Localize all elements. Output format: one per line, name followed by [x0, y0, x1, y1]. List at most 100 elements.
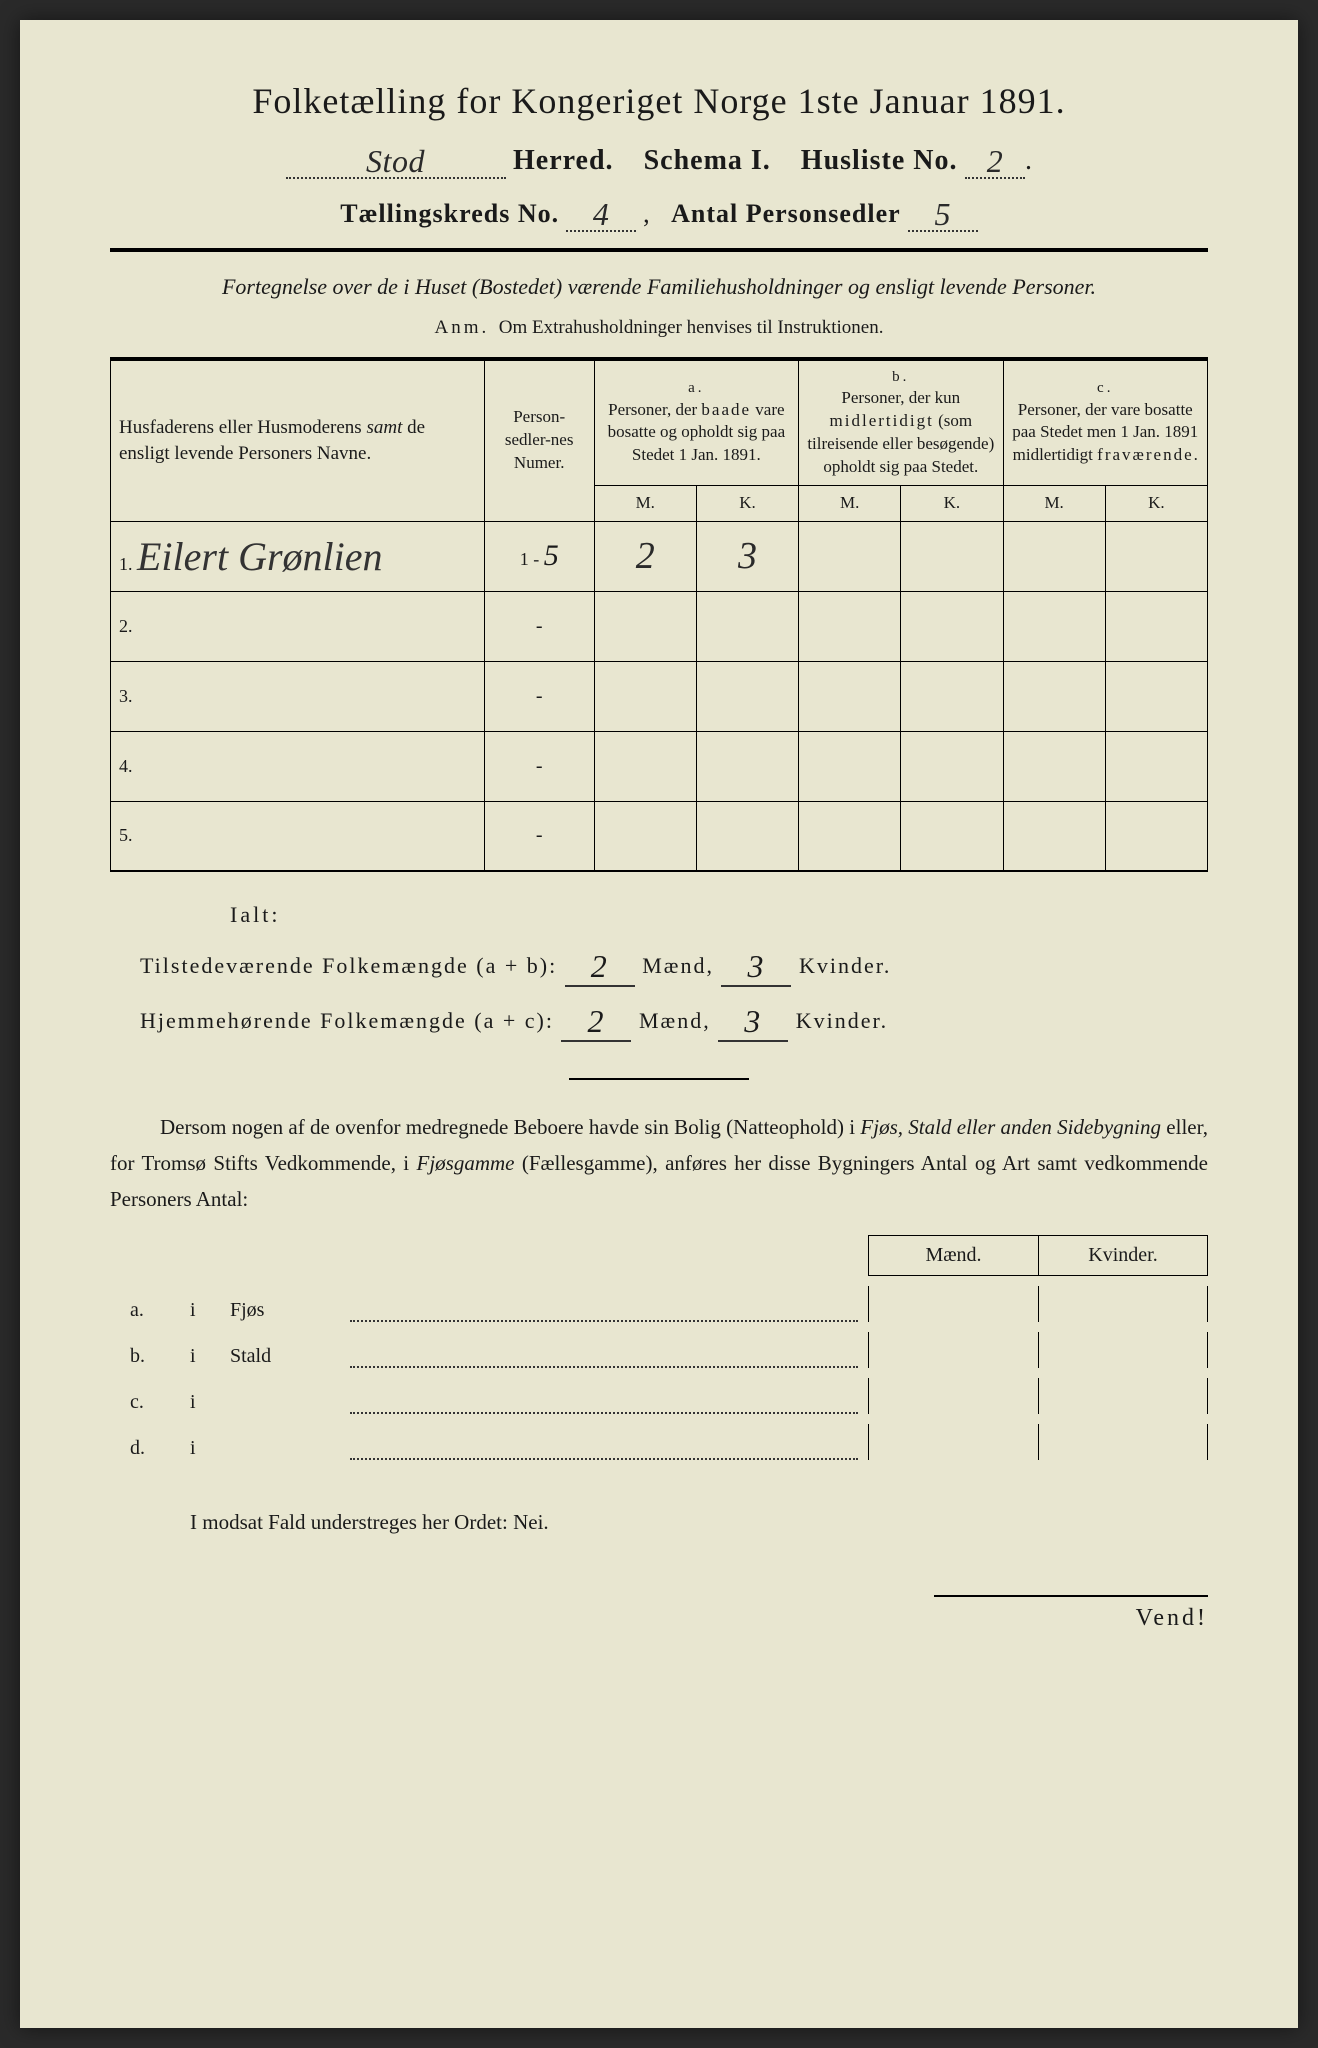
tilstede-kvinder: 3	[721, 948, 791, 987]
bottom-kvinder-val	[1038, 1286, 1208, 1322]
bottom-row-text: Fjøs	[230, 1299, 350, 1322]
col-c-m: M.	[1003, 485, 1105, 521]
table-row: 5. -	[111, 801, 1208, 871]
cell-c-k	[1105, 591, 1207, 661]
cell-a-k	[696, 591, 798, 661]
schema-label: Schema I.	[644, 145, 771, 176]
hjemme-label: Hjemmehørende Folkemængde (a + c):	[140, 1008, 554, 1033]
bottom-row: b. i Stald	[110, 1332, 1208, 1368]
ialt-label: Ialt:	[230, 902, 1208, 928]
col-c-letter: c.	[1012, 378, 1199, 398]
kvinder-label: Kvinder.	[796, 1008, 888, 1033]
col-header-names: Husfaderens eller Husmoderens samt de en…	[111, 359, 485, 521]
bottom-maend-val	[868, 1424, 1038, 1460]
col-a-k: K.	[696, 485, 798, 521]
cell-a-m	[594, 591, 696, 661]
bottom-maend-header: Mænd.	[868, 1235, 1038, 1276]
bottom-dots	[350, 1396, 858, 1414]
cell-b-k	[901, 521, 1003, 591]
husliste-value: 2	[987, 143, 1004, 179]
cell-a-k	[696, 661, 798, 731]
anm-line: Anm. Om Extrahusholdninger henvises til …	[110, 317, 1208, 339]
bottom-header: Mænd. Kvinder.	[110, 1235, 1208, 1276]
cell-c-m	[1003, 661, 1105, 731]
name-value: Eilert Grønlien	[137, 534, 383, 579]
kvinder-label: Kvinder.	[799, 953, 891, 978]
cell-numer: -	[484, 801, 594, 871]
bottom-dots	[350, 1304, 858, 1322]
cell-numer: -	[484, 661, 594, 731]
cell-b-k	[901, 801, 1003, 871]
cell-c-m	[1003, 591, 1105, 661]
cell-name: 1. Eilert Grønlien	[111, 521, 485, 591]
cell-numer: -	[484, 731, 594, 801]
table-row: 3. -	[111, 661, 1208, 731]
bottom-row-i: i	[170, 1391, 230, 1414]
numer-prefix: 1 -	[520, 549, 540, 569]
paragraph: Dersom nogen af de ovenfor medregnede Be…	[110, 1110, 1208, 1217]
herred-label: Herred.	[513, 145, 614, 176]
cell-b-k	[901, 731, 1003, 801]
col-b-letter: b.	[807, 367, 994, 387]
anm-label: Anm.	[435, 317, 490, 338]
cell-a-k: 3	[696, 521, 798, 591]
cell-name: 2.	[111, 591, 485, 661]
bottom-maend-val	[868, 1332, 1038, 1368]
bottom-row-i: i	[170, 1345, 230, 1368]
hjemme-maend: 2	[561, 1003, 631, 1042]
col-header-a: a. Personer, der baade vare bosatte og o…	[594, 359, 798, 486]
cell-c-k	[1105, 801, 1207, 871]
col-a-text: Personer, der baade vare bosatte og opho…	[603, 399, 790, 468]
bottom-kvinder-header: Kvinder.	[1038, 1235, 1208, 1276]
bottom-row-text: Stald	[230, 1345, 350, 1368]
main-table: Husfaderens eller Husmoderens samt de en…	[110, 357, 1208, 872]
bottom-row-i: i	[170, 1437, 230, 1460]
antal-value: 5	[934, 196, 951, 232]
numer-value: 5	[544, 539, 559, 572]
taellingkreds-value: 4	[593, 196, 610, 232]
bottom-row: c. i	[110, 1378, 1208, 1414]
cell-b-m	[799, 521, 901, 591]
row-number: 1.	[119, 554, 133, 574]
cell-name: 5.	[111, 801, 485, 871]
cell-a-m: 2	[594, 521, 696, 591]
taellingkreds-label: Tællingskreds No.	[340, 199, 559, 228]
vend-label: Vend!	[934, 1595, 1209, 1632]
table-body: 1. Eilert Grønlien 1 - 5 2 3 2. -	[111, 521, 1208, 871]
bottom-row: d. i	[110, 1424, 1208, 1460]
bottom-dots	[350, 1350, 858, 1368]
header-line-3: Tællingskreds No. 4 , Antal Personsedler…	[110, 193, 1208, 232]
bottom-row-label: c.	[110, 1391, 170, 1414]
header-rule	[110, 248, 1208, 252]
bottom-kvinder-val	[1038, 1378, 1208, 1414]
cell-a-k	[696, 731, 798, 801]
bottom-kvinder-val	[1038, 1332, 1208, 1368]
bottom-maend-val	[868, 1378, 1038, 1414]
document-title: Folketælling for Kongeriget Norge 1ste J…	[110, 80, 1208, 122]
bottom-row-label: b.	[110, 1345, 170, 1368]
cell-b-k	[901, 661, 1003, 731]
nei-line: I modsat Fald understreges her Ordet: Ne…	[190, 1510, 1208, 1535]
cell-a-m	[594, 661, 696, 731]
cell-c-m	[1003, 731, 1105, 801]
cell-b-m	[799, 661, 901, 731]
bottom-kvinder-val	[1038, 1424, 1208, 1460]
cell-b-m	[799, 731, 901, 801]
bottom-dots	[350, 1442, 858, 1460]
husliste-field: 2	[965, 140, 1025, 179]
census-form-page: Folketælling for Kongeriget Norge 1ste J…	[20, 20, 1298, 2028]
col-header-c: c. Personer, der vare bosatte paa Stedet…	[1003, 359, 1207, 486]
table-row: 1. Eilert Grønlien 1 - 5 2 3	[111, 521, 1208, 591]
bottom-row-label: a.	[110, 1299, 170, 1322]
bottom-row-label: d.	[110, 1437, 170, 1460]
table-row: 2. -	[111, 591, 1208, 661]
cell-a-k	[696, 801, 798, 871]
short-rule	[569, 1078, 749, 1080]
cell-c-k	[1105, 661, 1207, 731]
row-number: 4.	[119, 756, 133, 776]
tilstede-label: Tilstedeværende Folkemængde (a + b):	[140, 953, 557, 978]
header-line-2: Stod Herred. Schema I. Husliste No. 2 .	[110, 140, 1208, 179]
hjemme-kvinder: 3	[718, 1003, 788, 1042]
row-number: 2.	[119, 616, 133, 636]
cell-numer: 1 - 5	[484, 521, 594, 591]
